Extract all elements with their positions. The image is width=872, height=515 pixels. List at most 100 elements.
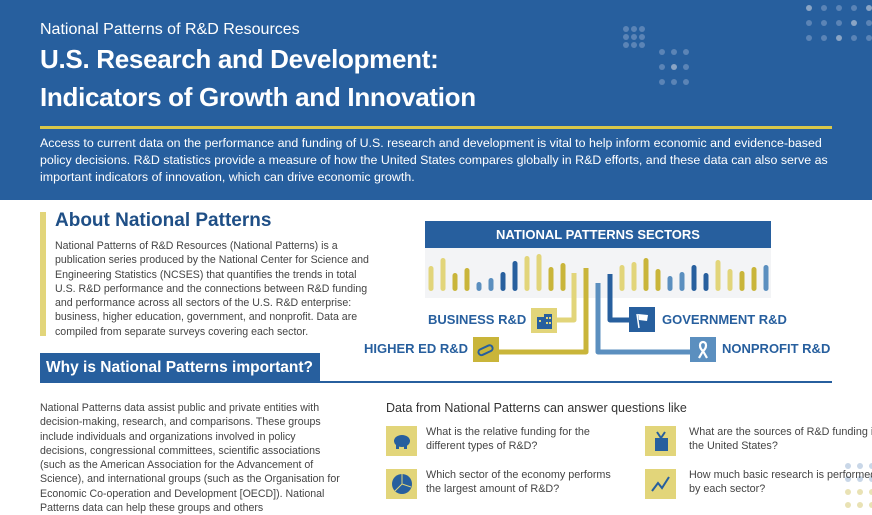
why-heading: Why is National Patterns important? <box>40 353 320 383</box>
decorative-bar <box>500 272 506 291</box>
decorative-bar <box>548 267 554 291</box>
decorative-bar <box>703 273 709 291</box>
dot <box>857 489 863 495</box>
questions-heading: Data from National Patterns can answer q… <box>386 401 687 415</box>
dot <box>866 5 872 11</box>
divider <box>319 381 832 383</box>
decorative-bar <box>452 273 458 291</box>
divider <box>40 126 832 129</box>
decorative-bar <box>751 267 757 291</box>
gift-box-icon <box>645 426 676 456</box>
nonprofit-label: NONPROFIT R&D <box>722 341 831 356</box>
decorative-bar <box>512 261 518 291</box>
dot <box>845 476 851 482</box>
dot <box>806 5 812 11</box>
decorative-bar <box>560 263 566 291</box>
dot <box>659 49 665 55</box>
dot <box>631 42 637 48</box>
dot <box>671 79 677 85</box>
decorative-bar <box>715 260 721 291</box>
question-text: What are the sources of R&D funding in t… <box>689 426 872 452</box>
dot <box>857 476 863 482</box>
dot <box>671 64 677 70</box>
dot <box>683 64 689 70</box>
decorative-bar <box>619 265 625 291</box>
dot <box>683 79 689 85</box>
decorative-bar <box>727 269 733 291</box>
dot <box>821 5 827 11</box>
line-chart-icon <box>645 469 676 499</box>
decorative-bar <box>488 278 494 291</box>
dot <box>869 502 872 508</box>
decorative-bar <box>428 266 434 291</box>
dot <box>866 20 872 26</box>
dot <box>869 476 872 482</box>
decorative-bar <box>536 254 542 291</box>
why-text: National Patterns data assist public and… <box>40 402 340 515</box>
dot <box>683 49 689 55</box>
dot <box>845 502 851 508</box>
dot <box>659 64 665 70</box>
diploma-icon <box>473 337 499 362</box>
decorative-bar <box>440 258 446 291</box>
dot <box>869 489 872 495</box>
dot <box>659 79 665 85</box>
higher-ed-label: HIGHER ED R&D <box>364 341 469 356</box>
dot <box>836 20 842 26</box>
decorative-bar <box>643 258 649 291</box>
dot <box>851 20 857 26</box>
page-title-line1: U.S. Research and Development: <box>40 44 439 74</box>
sectors-heading: NATIONAL PATTERNS SECTORS <box>425 221 771 248</box>
nonprofit-connector <box>595 283 690 355</box>
decorative-bar <box>655 269 661 291</box>
dot <box>851 35 857 41</box>
dot <box>623 34 629 40</box>
accent-bar <box>40 212 46 336</box>
dot <box>866 35 872 41</box>
dot <box>851 5 857 11</box>
decorative-bar <box>524 256 530 291</box>
pie-chart-icon <box>386 469 417 499</box>
dot <box>836 35 842 41</box>
question-text: What is the relative funding for the dif… <box>426 426 590 452</box>
building-icon <box>531 308 557 333</box>
flag-icon <box>629 307 655 332</box>
piggy-bank-icon <box>386 426 417 456</box>
dot <box>631 26 637 32</box>
dot <box>845 463 851 469</box>
decorative-bar <box>631 262 637 291</box>
dot <box>806 35 812 41</box>
dot <box>806 20 812 26</box>
government-connector <box>607 274 629 323</box>
decorative-bar <box>476 282 482 291</box>
decorative-bar <box>763 265 769 291</box>
dot <box>623 42 629 48</box>
decorative-bar <box>691 265 697 291</box>
dot <box>639 42 645 48</box>
dot <box>857 502 863 508</box>
higher-ed-connector <box>499 268 589 355</box>
dot <box>639 34 645 40</box>
about-heading: About National Patterns <box>55 210 272 231</box>
decorative-bar <box>679 272 685 291</box>
government-label: GOVERNMENT R&D <box>662 312 787 327</box>
dot <box>845 489 851 495</box>
dot <box>639 26 645 32</box>
question-text: Which sector of the economy performs the… <box>426 469 611 495</box>
header-banner <box>0 0 872 200</box>
kicker: National Patterns of R&D Resources <box>40 21 300 38</box>
dot <box>821 35 827 41</box>
decorative-bar <box>464 268 470 291</box>
ribbon-icon <box>690 337 716 362</box>
page-title-line2: Indicators of Growth and Innovation <box>40 82 476 112</box>
question-text: How much basic research is performed by … <box>689 469 872 495</box>
dot <box>857 463 863 469</box>
intro-text: Access to current data on the performanc… <box>40 136 828 184</box>
dot <box>623 26 629 32</box>
dot <box>869 463 872 469</box>
dot <box>631 34 637 40</box>
dot <box>671 49 677 55</box>
business-label: BUSINESS R&D <box>428 312 527 327</box>
about-text: National Patterns of R&D Resources (Nati… <box>55 240 369 338</box>
